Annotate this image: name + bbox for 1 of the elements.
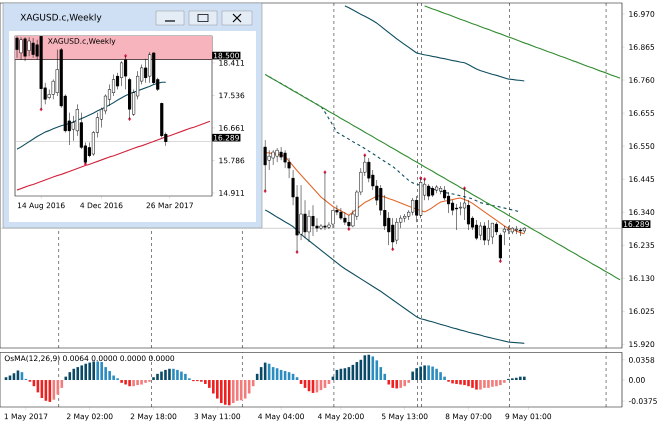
chart-title: XAGUSD.c,Weekly xyxy=(20,14,102,22)
